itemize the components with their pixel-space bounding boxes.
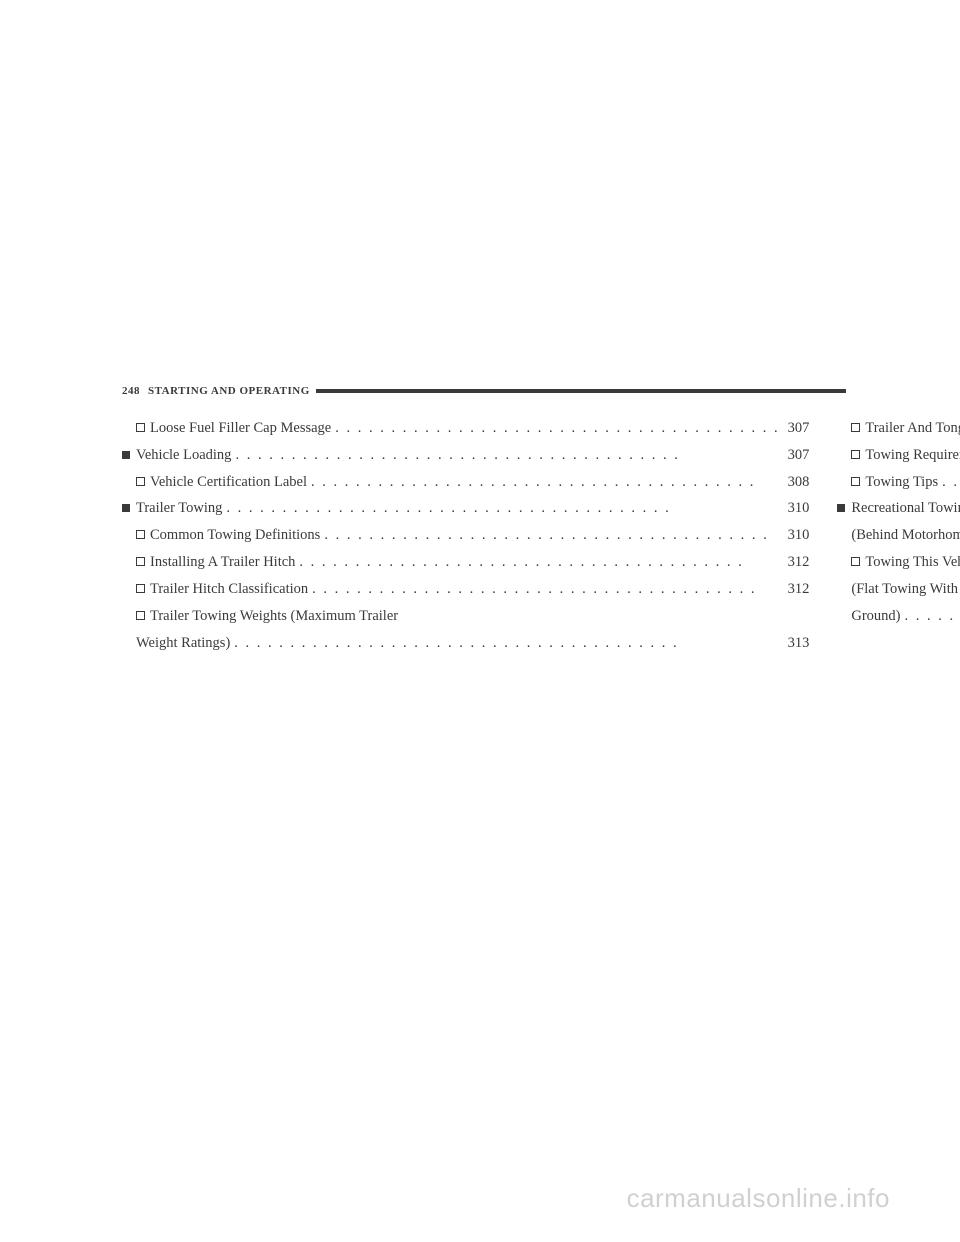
toc-columns: Loose Fuel Filler Cap Message. . . . . .…	[122, 415, 846, 656]
page-header: 248 STARTING AND OPERATING	[122, 385, 846, 397]
toc-entry-text: Trailer And Tongue Weight	[865, 415, 960, 442]
toc-entry-page: 312	[784, 549, 810, 576]
square-hollow-icon	[136, 611, 145, 620]
square-hollow-icon	[136, 477, 145, 486]
square-hollow-icon	[851, 450, 860, 459]
toc-entry-page: 312	[784, 576, 810, 603]
square-filled-icon	[122, 451, 130, 459]
toc-entry-text: (Flat Towing With All Four Wheels On The	[851, 576, 960, 603]
toc-entry-text: Towing This Vehicle Behind Another Vehic…	[865, 549, 960, 576]
manual-page: 248 STARTING AND OPERATING Loose Fuel Fi…	[122, 385, 846, 656]
section-title: STARTING AND OPERATING	[148, 385, 310, 397]
toc-entry: Vehicle Certification Label. . . . . . .…	[122, 469, 809, 496]
toc-leader-dots: . . . . . . . . . . . . . . . . . . . . …	[320, 522, 783, 549]
toc-right-column: Trailer And Tongue Weight . . . . . . . .…	[837, 415, 960, 656]
square-hollow-icon	[851, 477, 860, 486]
toc-entry-text: (Behind Motorhome, Etc.)	[851, 522, 960, 549]
toc-entry-text: Trailer Towing Weights (Maximum Trailer	[150, 603, 398, 630]
toc-entry-text: Trailer Towing	[136, 495, 222, 522]
toc-entry-text: Installing A Trailer Hitch	[150, 549, 295, 576]
toc-entry-text: Towing Requirements	[865, 442, 960, 469]
toc-leader-dots: . . . . . . . . . . . . . . . . . . . . …	[230, 630, 783, 657]
toc-entry: Towing Tips. . . . . . . . . . . . . . .…	[837, 469, 960, 496]
toc-entry-text: Ground)	[851, 603, 900, 630]
square-hollow-icon	[136, 530, 145, 539]
toc-leader-dots: . . . . . . . . . . . . . . . . . . . . …	[222, 495, 783, 522]
toc-leader-dots: . . . . . . . . . . . . . . . . . . . . …	[308, 576, 783, 603]
toc-entry: Vehicle Loading. . . . . . . . . . . . .…	[122, 442, 809, 469]
toc-entry-page: 308	[784, 469, 810, 496]
toc-entry-page: 310	[784, 522, 810, 549]
toc-entry: Towing This Vehicle Behind Another Vehic…	[837, 549, 960, 629]
toc-entry-text: Recreational Towing	[851, 495, 960, 522]
toc-entry-text: Towing Tips	[865, 469, 938, 496]
square-hollow-icon	[136, 423, 145, 432]
toc-entry-text: Weight Ratings)	[136, 630, 230, 657]
toc-leader-dots: . . . . . . . . . . . . . . . . . . . . …	[231, 442, 783, 469]
toc-entry: Loose Fuel Filler Cap Message. . . . . .…	[122, 415, 809, 442]
toc-leader-dots: . . . . . . . . . . . . . . . . . . . . …	[901, 603, 960, 630]
header-rule	[316, 389, 846, 393]
toc-entry-page: 310	[784, 495, 810, 522]
toc-entry-text: Vehicle Certification Label	[150, 469, 307, 496]
toc-entry-text: Loose Fuel Filler Cap Message	[150, 415, 331, 442]
toc-entry-text: Common Towing Definitions	[150, 522, 320, 549]
toc-leader-dots: . . . . . . . . . . . . . . . . . . . . …	[295, 549, 783, 576]
square-hollow-icon	[136, 584, 145, 593]
toc-leader-dots: . . . . . . . . . . . . . . . . . . . . …	[331, 415, 783, 442]
square-hollow-icon	[136, 557, 145, 566]
toc-entry-page: 313	[784, 630, 810, 657]
square-filled-icon	[122, 504, 130, 512]
toc-leader-dots: . . . . . . . . . . . . . . . . . . . . …	[938, 469, 960, 496]
toc-entry: Trailer Hitch Classification. . . . . . …	[122, 576, 809, 603]
page-number: 248	[122, 385, 140, 397]
watermark: carmanualsonline.info	[627, 1183, 890, 1214]
toc-entry: Towing Requirements. . . . . . . . . . .…	[837, 442, 960, 469]
square-filled-icon	[837, 504, 845, 512]
toc-entry-text: Trailer Hitch Classification	[150, 576, 308, 603]
toc-entry: Trailer And Tongue Weight. . . . . . . .…	[837, 415, 960, 442]
toc-entry: Trailer Towing. . . . . . . . . . . . . …	[122, 495, 809, 522]
toc-entry: Installing A Trailer Hitch. . . . . . . …	[122, 549, 809, 576]
toc-entry: Recreational Towing(Behind Motorhome, Et…	[837, 495, 960, 549]
square-hollow-icon	[851, 557, 860, 566]
toc-entry-text: Vehicle Loading	[136, 442, 231, 469]
toc-entry-page: 307	[784, 442, 810, 469]
toc-entry: Common Towing Definitions. . . . . . . .…	[122, 522, 809, 549]
toc-entry-page: 307	[784, 415, 810, 442]
square-hollow-icon	[851, 423, 860, 432]
toc-leader-dots: . . . . . . . . . . . . . . . . . . . . …	[307, 469, 784, 496]
toc-left-column: Loose Fuel Filler Cap Message. . . . . .…	[122, 415, 809, 656]
toc-entry: Trailer Towing Weights (Maximum TrailerW…	[122, 603, 809, 657]
